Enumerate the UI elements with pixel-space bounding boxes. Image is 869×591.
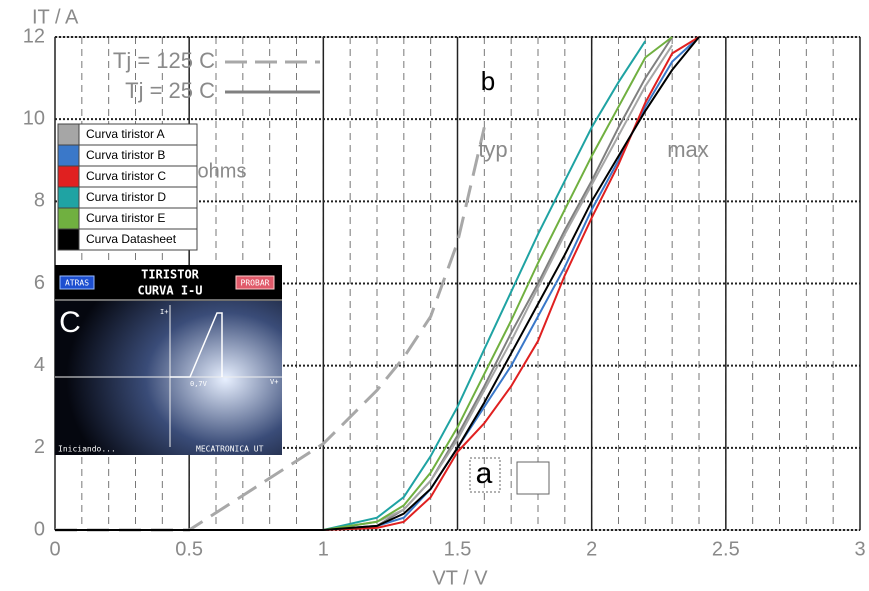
x-tick-label: 2	[586, 538, 597, 560]
legend-swatch	[57, 186, 80, 209]
legend-swatch	[57, 207, 80, 230]
legend-label: Curva tiristor B	[86, 148, 165, 162]
legend-swatch	[57, 144, 80, 167]
inset-subtitle: CURVA I-U	[137, 284, 202, 298]
x-tick-label: 1	[318, 538, 329, 560]
inset-title: TIRISTOR	[141, 268, 200, 282]
series-line	[55, 36, 673, 531]
test-button	[235, 275, 275, 290]
y-tick-label: 2	[34, 436, 45, 458]
annotation: a	[476, 457, 493, 490]
inset-x-label: V+	[270, 378, 278, 386]
test-button-label: PROBAR	[241, 279, 270, 288]
y-axis-label: IT / A	[32, 6, 79, 28]
legend-label: Curva tiristor C	[86, 169, 166, 183]
x-tick-label: 3	[854, 538, 865, 560]
x-tick-label: 0	[49, 538, 60, 560]
series-line	[55, 36, 700, 531]
legend-label: Curva tiristor D	[86, 190, 166, 204]
inset: ATRAS PROBAR TIRISTOR CURVA I-U C I+ V+ 0,7V Ini…	[55, 265, 282, 455]
y-tick-label: 8	[34, 190, 45, 212]
y-tick-label: 12	[23, 25, 45, 47]
annotation: ohms	[198, 160, 247, 182]
inset-curve	[170, 312, 223, 378]
annotation: b	[481, 66, 495, 96]
y-tick-label: 4	[34, 354, 45, 376]
annotation: max	[667, 137, 709, 162]
inset-label: C	[59, 306, 81, 339]
x-tick-label: 0.5	[175, 538, 203, 560]
y-tick-label: 0	[34, 518, 45, 540]
legend-swatch	[57, 165, 80, 188]
annotation: typ	[478, 137, 507, 162]
legend-label: Tj = 25 C	[125, 78, 215, 103]
legend-label: Tj = 125 C	[113, 48, 215, 73]
inset-threshold: 0,7V	[190, 380, 208, 388]
y-tick-label: 10	[23, 107, 45, 129]
legend-swatch	[57, 228, 80, 251]
legend-swatch	[57, 123, 80, 146]
x-axis-label: VT / V	[432, 567, 488, 589]
series-line	[55, 127, 486, 532]
back-button-label: ATRAS	[65, 279, 89, 288]
inset-footer: MECATRONICA UT	[196, 445, 264, 454]
y-tick-label: 6	[34, 272, 45, 294]
legend-label: Curva tiristor E	[86, 211, 165, 225]
inset-y-label: I+	[160, 308, 168, 316]
x-tick-label: 2.5	[712, 538, 740, 560]
x-tick-label: 1.5	[444, 538, 472, 560]
back-button	[59, 275, 95, 290]
layout-icon	[516, 461, 550, 495]
legend-label: Curva tiristor A	[86, 127, 165, 141]
legend-label: Curva Datasheet	[86, 232, 177, 246]
inset-status: Iniciando...	[58, 445, 116, 454]
